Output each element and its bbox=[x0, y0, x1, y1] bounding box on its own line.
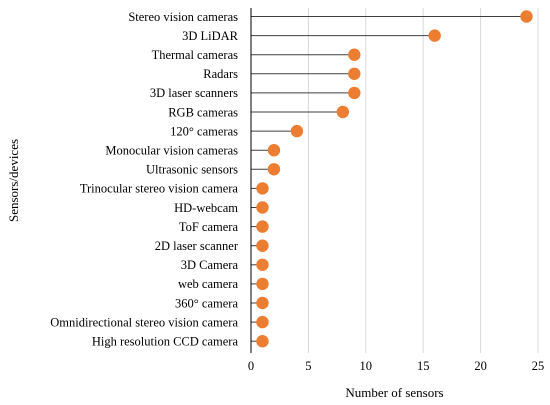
category-label: Monocular vision cameras bbox=[105, 144, 238, 158]
x-tick-20: 20 bbox=[474, 359, 487, 373]
data-point bbox=[256, 201, 269, 214]
category-label: RGB cameras bbox=[168, 105, 238, 119]
category-label: 3D Camera bbox=[181, 258, 239, 272]
category-label: Thermal cameras bbox=[152, 48, 239, 62]
data-point bbox=[256, 258, 269, 271]
category-label: ToF camera bbox=[179, 220, 239, 234]
category-label: web camera bbox=[178, 277, 238, 291]
data-point bbox=[256, 315, 269, 329]
data-point bbox=[256, 239, 269, 252]
data-point bbox=[428, 29, 441, 42]
x-tick-0: 0 bbox=[248, 359, 254, 373]
category-labels: Stereo vision cameras 3D LiDAR Thermal cam… bbox=[50, 10, 239, 349]
data-point bbox=[348, 48, 361, 61]
data-point bbox=[256, 182, 269, 195]
x-tick-25: 25 bbox=[532, 359, 545, 373]
x-tick-15: 15 bbox=[417, 359, 430, 373]
data-point bbox=[290, 124, 304, 138]
category-label: 3D laser scanners bbox=[150, 86, 238, 100]
data-point bbox=[256, 296, 269, 310]
category-label: 2D laser scanner bbox=[155, 239, 239, 253]
data-point bbox=[348, 86, 361, 100]
grid-lines bbox=[307, 8, 539, 353]
x-tick-10: 10 bbox=[360, 359, 373, 373]
data-point bbox=[336, 105, 350, 119]
category-label: High resolution CCD camera bbox=[92, 335, 239, 349]
category-label: 360° camera bbox=[175, 296, 238, 310]
data-point bbox=[267, 144, 281, 157]
category-label: Ultrasonic sensors bbox=[146, 163, 238, 177]
category-label: 3D LiDAR bbox=[182, 29, 239, 43]
category-label: Omnidirectional stereo vision camera bbox=[50, 315, 238, 329]
data-point bbox=[256, 220, 269, 233]
x-tick-labels: 0 5 10 15 20 25 bbox=[248, 359, 544, 373]
x-axis-title: Number of sensors bbox=[345, 385, 443, 400]
data-point bbox=[348, 67, 361, 81]
category-label: Trinocular stereo vision camera bbox=[80, 182, 239, 196]
category-label: 120° cameras bbox=[170, 124, 238, 138]
y-axis-title: Sensors/devices bbox=[6, 139, 21, 222]
stems bbox=[251, 16, 527, 342]
category-label: Stereo vision cameras bbox=[128, 10, 238, 24]
x-tick-5: 5 bbox=[305, 359, 311, 373]
data-point bbox=[256, 277, 269, 291]
markers bbox=[256, 10, 533, 348]
data-point bbox=[256, 335, 269, 348]
data-point bbox=[267, 163, 281, 176]
category-label: HD-webcam bbox=[174, 201, 238, 215]
data-point bbox=[520, 10, 533, 23]
category-label: Radars bbox=[203, 67, 238, 81]
